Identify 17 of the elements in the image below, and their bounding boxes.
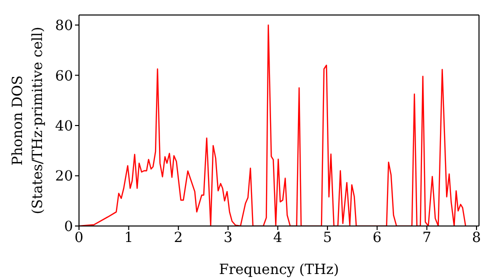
x-tick-label: 8 bbox=[472, 230, 481, 246]
y-tick-label: 20 bbox=[55, 168, 73, 185]
x-tick-label: 1 bbox=[124, 230, 134, 246]
x-axis-title: Frequency (THz) bbox=[218, 262, 340, 278]
x-tick-label: 2 bbox=[174, 230, 183, 246]
x-tick-label: 7 bbox=[422, 230, 432, 246]
y-tick-label: 80 bbox=[55, 18, 73, 34]
x-tick-label: 3 bbox=[224, 230, 233, 246]
x-tick-label: 6 bbox=[372, 230, 382, 246]
y-tick-label: 40 bbox=[55, 118, 73, 134]
x-tick-label: 4 bbox=[273, 230, 282, 246]
x-tick-label: 5 bbox=[322, 230, 332, 246]
y-tick-label: 60 bbox=[55, 68, 73, 84]
line-series bbox=[79, 24, 466, 226]
x-tick-label: 0 bbox=[74, 230, 84, 246]
y-axis-title: Phonon DOS (States/THz·primitive cell) bbox=[10, 26, 46, 214]
y-tick-label: 0 bbox=[64, 218, 73, 235]
